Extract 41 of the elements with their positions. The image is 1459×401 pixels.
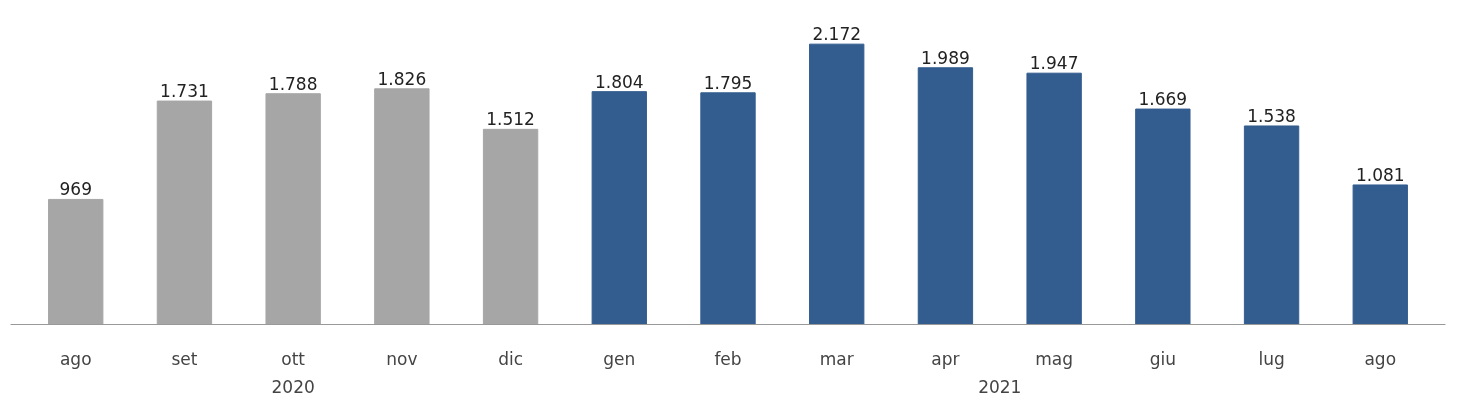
bar — [374, 88, 430, 325]
text: 2021 — [978, 376, 1022, 397]
bar — [591, 91, 647, 325]
data-label: 1.826 — [377, 68, 427, 89]
x-tick-label: ago — [59, 348, 92, 369]
data-label: 1.804 — [594, 71, 644, 92]
x-tick-label: ago — [1364, 348, 1397, 369]
text: 2020 — [271, 376, 315, 397]
x-tick-label: mar — [819, 348, 854, 369]
data-label: 1.538 — [1247, 105, 1296, 126]
x-tick-label: giu — [1149, 348, 1176, 369]
data-label: 2.172 — [812, 24, 862, 45]
bar — [265, 93, 321, 325]
bar — [48, 198, 104, 325]
bar — [1135, 108, 1191, 325]
bar — [1026, 72, 1082, 325]
x-tick-label: mag — [1035, 348, 1074, 369]
x-tick-label: feb — [714, 348, 742, 369]
bar — [809, 43, 865, 325]
data-label: 1.788 — [268, 73, 318, 94]
x-tick-label: dic — [498, 348, 524, 369]
data-label: 1.669 — [1138, 89, 1188, 110]
x-tick-label: lug — [1258, 348, 1285, 369]
data-label: 1.947 — [1029, 53, 1079, 74]
x-tick-label: ott — [281, 348, 306, 369]
data-label: 1.989 — [921, 47, 970, 68]
bar — [1243, 125, 1300, 325]
x-tick-label: set — [171, 348, 198, 369]
bar — [917, 67, 974, 325]
x-tick-label: apr — [931, 348, 960, 369]
data-label: 969 — [59, 179, 92, 200]
bar — [700, 92, 756, 325]
data-label: 1.512 — [486, 109, 535, 130]
bar — [482, 128, 539, 325]
x-tick-label: gen — [603, 348, 636, 369]
bar — [1352, 184, 1408, 325]
data-label: 1.795 — [703, 72, 753, 93]
bar — [156, 100, 213, 325]
data-label: 1.081 — [1355, 164, 1405, 185]
x-tick-label: nov — [386, 348, 418, 369]
data-label: 1.731 — [160, 81, 209, 102]
